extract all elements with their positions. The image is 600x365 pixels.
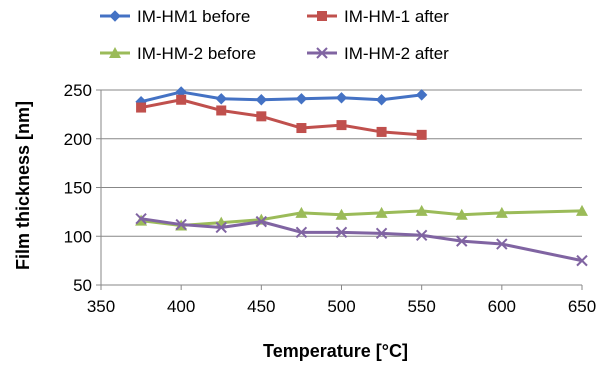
- series-1: [135, 86, 428, 108]
- series-line: [140, 209, 583, 228]
- data-point: [576, 204, 588, 216]
- data-point: [335, 226, 348, 239]
- data-point: [176, 94, 187, 105]
- data-point: [415, 229, 428, 241]
- data-point: [455, 208, 468, 220]
- legend-marker: [316, 47, 328, 59]
- data-point: [295, 226, 308, 239]
- y-axis-title: Film thickness [nm]: [13, 101, 33, 270]
- x-tick-label: 350: [87, 297, 115, 316]
- legend-item: IM-HM-2 before: [100, 44, 256, 63]
- data-point: [335, 92, 348, 104]
- data-point: [256, 111, 267, 122]
- series-line: [140, 90, 422, 104]
- data-point: [576, 254, 588, 267]
- series-4: [135, 212, 588, 267]
- data-point: [295, 93, 308, 105]
- legend-label: IM-HM-1 after: [344, 7, 449, 26]
- data-point: [375, 94, 388, 106]
- x-tick-label: 650: [568, 297, 596, 316]
- x-tick-label: 400: [167, 297, 195, 316]
- data-point: [136, 102, 147, 113]
- legend-label: IM-HM-2 before: [137, 44, 256, 63]
- series-line: [140, 217, 583, 263]
- legend: IM-HM1 before IM-HM-1 after IM-HM-2 before…: [100, 7, 449, 63]
- data-point: [456, 235, 468, 247]
- tick-labels: 50 100 150 200 250 350 400 450 500 550 600 650: [64, 81, 597, 316]
- legend-label: IM-HM1 before: [137, 7, 250, 26]
- axes: [96, 89, 583, 290]
- data-point: [216, 105, 227, 116]
- data-point: [255, 94, 268, 106]
- data-point: [415, 204, 428, 216]
- data-point: [135, 212, 147, 225]
- series-layer: [135, 86, 588, 267]
- x-axis-title: Temperature [°C]: [263, 341, 408, 361]
- x-tick-label: 600: [488, 297, 516, 316]
- data-point: [376, 126, 387, 137]
- y-tick-label: 150: [64, 179, 92, 198]
- legend-marker: [317, 11, 327, 21]
- data-point: [375, 206, 388, 218]
- data-point: [415, 89, 428, 101]
- data-point: [416, 129, 427, 140]
- data-point: [375, 227, 388, 240]
- legend-marker: [109, 10, 121, 22]
- data-point: [295, 206, 308, 218]
- x-tick-label: 550: [407, 297, 435, 316]
- data-point: [495, 206, 508, 218]
- series-2: [136, 94, 427, 140]
- data-point: [175, 218, 187, 231]
- data-point: [296, 123, 307, 134]
- x-tick-label: 500: [327, 297, 355, 316]
- data-point: [215, 221, 227, 234]
- data-point: [335, 208, 348, 220]
- data-point: [336, 120, 347, 131]
- series-line: [140, 98, 422, 137]
- series-3: [135, 204, 588, 231]
- x-tick-label: 450: [247, 297, 275, 316]
- legend-label: IM-HM-2 after: [344, 44, 449, 63]
- y-tick-label: 50: [73, 276, 92, 295]
- data-point: [255, 215, 268, 228]
- y-tick-label: 250: [64, 81, 92, 100]
- y-tick-label: 100: [64, 227, 92, 246]
- data-point: [496, 238, 508, 250]
- y-tick-label: 200: [64, 130, 92, 149]
- legend-item: IM-HM1 before: [100, 7, 250, 26]
- legend-item: IM-HM-2 after: [307, 44, 449, 63]
- legend-item: IM-HM-1 after: [307, 7, 449, 26]
- legend-marker: [109, 47, 121, 58]
- data-point: [215, 93, 227, 105]
